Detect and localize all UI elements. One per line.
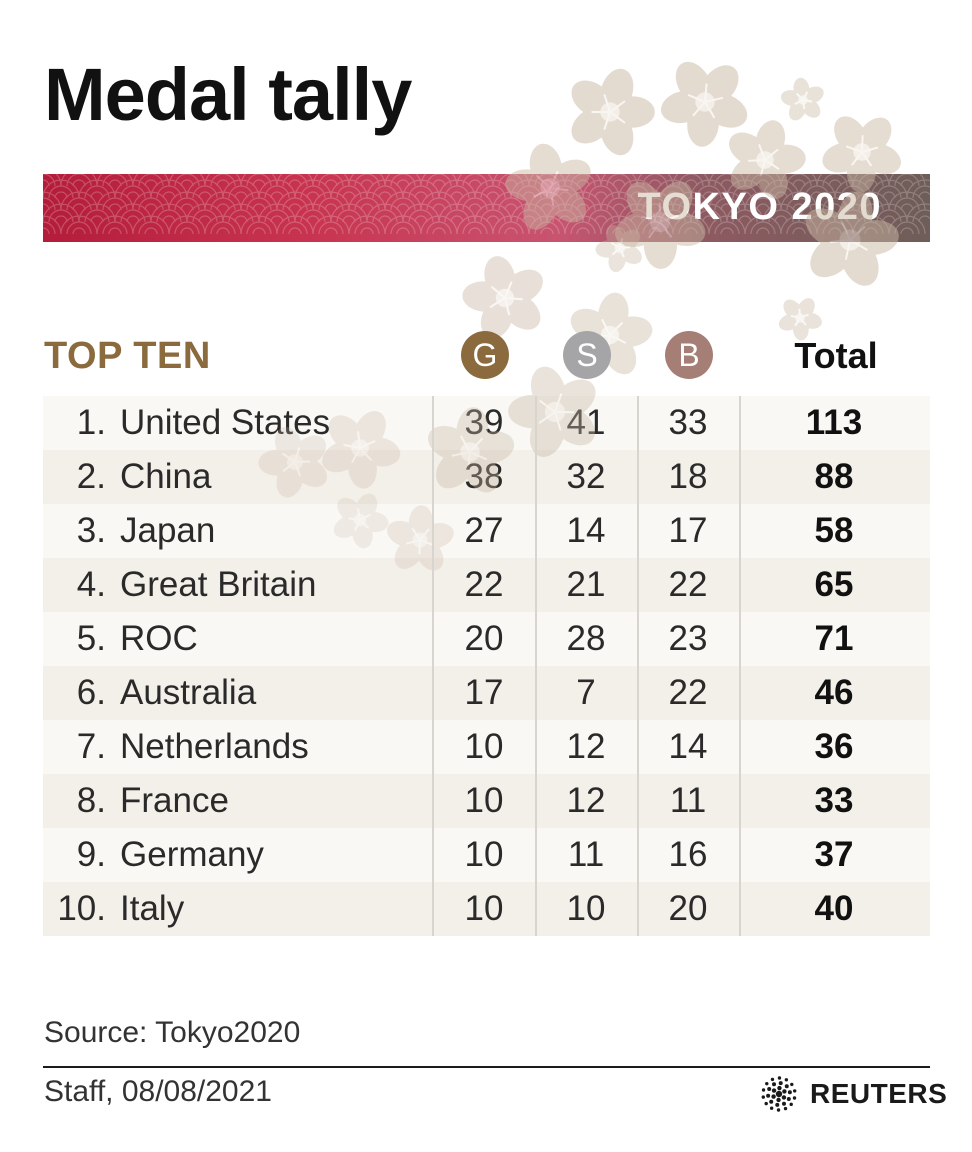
rank-cell: 3. bbox=[76, 511, 106, 550]
gold-count: 27 bbox=[464, 511, 504, 550]
silver-count: 7 bbox=[576, 673, 596, 712]
gold-count: 10 bbox=[464, 727, 504, 766]
gold-count: 17 bbox=[464, 673, 504, 712]
total-count: 71 bbox=[814, 619, 854, 658]
total-header: Total bbox=[794, 335, 878, 376]
banner-label: TOKYO 2020 bbox=[637, 186, 882, 228]
silver-count: 41 bbox=[566, 403, 606, 442]
country-cell: France bbox=[120, 781, 229, 820]
reuters-logo: REUTERS bbox=[758, 1073, 947, 1115]
blossom bbox=[780, 77, 824, 121]
silver-count: 11 bbox=[567, 835, 605, 874]
tokyo-banner: TOKYO 2020 bbox=[43, 174, 930, 242]
gold-medal-icon: G bbox=[461, 331, 509, 379]
total-count: 58 bbox=[814, 511, 854, 550]
table-row: 5. ROC 20 28 23 71 bbox=[43, 612, 930, 666]
gold-count: 39 bbox=[464, 403, 504, 442]
bronze-count: 14 bbox=[668, 727, 708, 766]
rank-cell: 1. bbox=[76, 403, 106, 442]
total-count: 36 bbox=[814, 727, 854, 766]
country-cell: Germany bbox=[120, 835, 264, 874]
country-cell: Australia bbox=[120, 673, 257, 712]
table-row: 1. United States 39 41 33 113 bbox=[43, 396, 930, 450]
column-divider bbox=[739, 396, 741, 936]
section-label: TOP TEN bbox=[44, 334, 211, 377]
reuters-dots-icon bbox=[761, 1076, 797, 1112]
bronze-medal-icon: B bbox=[665, 331, 713, 379]
bronze-count: 18 bbox=[668, 457, 708, 496]
country-cell: Japan bbox=[120, 511, 216, 550]
bronze-count: 11 bbox=[669, 781, 707, 820]
table-row: 2. China 38 32 18 88 bbox=[43, 450, 930, 504]
bronze-count: 16 bbox=[668, 835, 708, 874]
gold-count: 20 bbox=[464, 619, 504, 658]
footer-divider bbox=[43, 1066, 930, 1068]
rank-cell: 5. bbox=[76, 619, 106, 658]
table-row: 6. Australia 17 7 22 46 bbox=[43, 666, 930, 720]
reuters-logo-text: REUTERS bbox=[810, 1078, 948, 1109]
country-cell: Italy bbox=[120, 889, 185, 928]
bronze-count: 22 bbox=[668, 565, 708, 604]
column-divider bbox=[535, 396, 537, 936]
gold-count: 22 bbox=[464, 565, 504, 604]
total-count: 46 bbox=[814, 673, 854, 712]
bronze-count: 33 bbox=[668, 403, 708, 442]
medal-table: 1. United States 39 41 33 113 2. China 38 32 18 88 3… bbox=[43, 396, 930, 936]
silver-count: 32 bbox=[566, 457, 606, 496]
rank-cell: 8. bbox=[76, 781, 106, 820]
country-cell: ROC bbox=[120, 619, 198, 658]
bronze-count: 20 bbox=[668, 889, 708, 928]
wave-pattern bbox=[43, 174, 930, 235]
bronze-count: 23 bbox=[668, 619, 708, 658]
total-count: 37 bbox=[814, 835, 854, 874]
silver-count: 12 bbox=[566, 727, 606, 766]
table-row: 7. Netherlands 10 12 14 36 bbox=[43, 720, 930, 774]
rank-cell: 6. bbox=[76, 673, 106, 712]
blossom bbox=[571, 68, 655, 156]
total-count: 40 bbox=[814, 889, 854, 928]
gold-count: 10 bbox=[464, 889, 504, 928]
silver-count: 12 bbox=[566, 781, 606, 820]
total-count: 88 bbox=[814, 457, 854, 496]
table-row: 8. France 10 12 11 33 bbox=[43, 774, 930, 828]
table-row: 10. Italy 10 10 20 40 bbox=[43, 882, 930, 936]
blossom bbox=[661, 61, 748, 147]
chart-title: Medal tally bbox=[44, 53, 412, 136]
rank-cell: 9. bbox=[76, 835, 106, 874]
country-cell: China bbox=[120, 457, 212, 496]
table-row: 4. Great Britain 22 21 22 65 bbox=[43, 558, 930, 612]
source-note: Source: Tokyo2020 bbox=[44, 1016, 301, 1049]
total-count: 113 bbox=[805, 403, 863, 442]
silver-count: 14 bbox=[566, 511, 606, 550]
silver-count: 10 bbox=[566, 889, 606, 928]
total-count: 33 bbox=[814, 781, 854, 820]
silver-count: 28 bbox=[566, 619, 606, 658]
bronze-count: 17 bbox=[668, 511, 708, 550]
rank-cell: 2. bbox=[76, 457, 106, 496]
column-divider bbox=[637, 396, 639, 936]
table-row: 3. Japan 27 14 17 58 bbox=[43, 504, 930, 558]
country-cell: United States bbox=[120, 403, 331, 442]
rank-cell: 10. bbox=[57, 889, 106, 928]
gold-count: 38 bbox=[464, 457, 504, 496]
rank-cell: 7. bbox=[76, 727, 106, 766]
rank-cell: 4. bbox=[76, 565, 106, 604]
table-row: 9. Germany 10 11 16 37 bbox=[43, 828, 930, 882]
column-divider bbox=[432, 396, 434, 936]
total-count: 65 bbox=[814, 565, 854, 604]
country-cell: Netherlands bbox=[120, 727, 309, 766]
silver-medal-icon: S bbox=[563, 331, 611, 379]
blossom bbox=[462, 256, 543, 339]
country-cell: Great Britain bbox=[120, 565, 317, 604]
bronze-count: 22 bbox=[668, 673, 708, 712]
silver-count: 21 bbox=[566, 565, 606, 604]
credit-line: Staff, 08/08/2021 bbox=[44, 1075, 272, 1108]
gold-count: 10 bbox=[464, 835, 504, 874]
gold-count: 10 bbox=[464, 781, 504, 820]
